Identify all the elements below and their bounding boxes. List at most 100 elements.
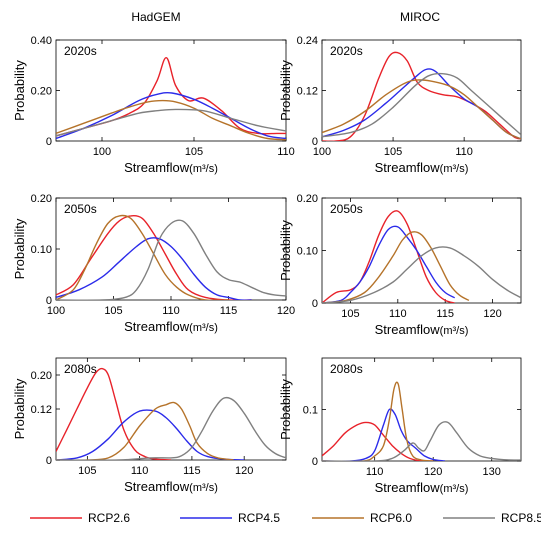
y-axis-label: Probability xyxy=(278,220,293,281)
x-axis-label: Streamflow(m³/s) xyxy=(375,480,469,495)
series-line-rcp26 xyxy=(322,210,455,303)
y-axis-label: Probability xyxy=(12,60,27,121)
x-tick-label: 105 xyxy=(384,146,402,158)
x-tick-label: 120 xyxy=(424,466,442,478)
panels: 100 105 110 0 0.20 0.40 Streamflow(m³/s) Probab… xyxy=(12,35,522,495)
x-tick-label: 130 xyxy=(483,466,501,478)
period-label: 2050s xyxy=(64,202,97,216)
period-label: 2020s xyxy=(330,44,363,58)
legend: RCP2.6 RCP4.5 RCP6.0 RCP8.5 xyxy=(30,511,541,525)
series-line-rcp85 xyxy=(56,396,286,460)
x-axis-unit: (m³/s) xyxy=(189,163,218,175)
legend-label-rcp45: RCP4.5 xyxy=(238,511,280,525)
y-tick-label: 0.20 xyxy=(31,86,52,98)
x-axis-unit: (m³/s) xyxy=(189,482,218,494)
y-tick-label: 0.20 xyxy=(31,193,52,205)
period-label: 2080s xyxy=(330,362,363,376)
legend-label-rcp60: RCP6.0 xyxy=(370,511,412,525)
y-tick-label: 0.40 xyxy=(31,35,52,47)
x-axis-label: Streamflow(m³/s) xyxy=(124,160,218,175)
legend-label-rcp85: RCP8.5 xyxy=(501,511,541,525)
series-line-rcp85 xyxy=(322,421,521,461)
y-axis-label: Probability xyxy=(278,379,293,440)
panel-hadgem-2050s: 100 105 110 115 120 0 0.10 0.20 Streamflow(m³/s)… xyxy=(12,193,295,334)
x-tick-label: 110 xyxy=(162,305,180,317)
x-tick-label: 120 xyxy=(483,308,501,320)
x-tick-label: 110 xyxy=(277,146,295,158)
y-axis-label: Probability xyxy=(12,218,27,279)
x-tick-label: 100 xyxy=(313,146,331,158)
x-tick-label: 105 xyxy=(341,308,359,320)
series-line-rcp85 xyxy=(56,108,286,137)
panel-hadgem-2020s: 100 105 110 0 0.20 0.40 Streamflow(m³/s) Probab… xyxy=(12,35,295,175)
panel-miroc-2050s: 105 110 115 120 0 0.10 0.20 Streamflow(m³/s) Pro… xyxy=(278,193,522,337)
panel-miroc-2020s: 100 105 110 0 0.12 0.24 Streamflow(m³/s) Probab… xyxy=(278,35,522,175)
x-tick-label: 115 xyxy=(183,465,201,477)
y-tick-label: 0 xyxy=(312,298,318,310)
x-tick-label: 105 xyxy=(185,146,203,158)
y-axis-label: Probability xyxy=(278,60,293,121)
x-axis-label: Streamflow(m³/s) xyxy=(375,322,469,337)
panel-miroc-2080s: 110 120 130 0 0.1 Streamflow(m³/s) Probability… xyxy=(278,357,522,495)
column-title-miroc: MIROC xyxy=(400,10,440,24)
series-line-rcp85 xyxy=(322,246,521,303)
y-tick-label: 0 xyxy=(312,136,318,148)
y-tick-label: 0.20 xyxy=(31,370,52,382)
y-axis-label: Probability xyxy=(12,378,27,439)
y-tick-label: 0 xyxy=(46,136,52,148)
y-tick-label: 0.24 xyxy=(297,35,318,47)
y-tick-label: 0.10 xyxy=(297,246,318,258)
series-line-rcp45 xyxy=(322,408,446,461)
series-line-rcp45 xyxy=(56,409,245,460)
series-line-rcp26 xyxy=(56,367,172,460)
y-tick-label: 0 xyxy=(312,456,318,468)
period-label: 2020s xyxy=(64,44,97,58)
series-line-rcp26 xyxy=(322,421,434,461)
series-line-rcp60 xyxy=(56,401,234,460)
series-line-rcp60 xyxy=(322,381,434,461)
series-line-rcp85 xyxy=(322,72,521,138)
x-tick-label: 110 xyxy=(455,146,473,158)
series-line-rcp60 xyxy=(56,99,286,141)
x-tick-label: 105 xyxy=(78,465,96,477)
legend-label-rcp26: RCP2.6 xyxy=(88,511,130,525)
x-tick-label: 105 xyxy=(104,305,122,317)
period-label: 2050s xyxy=(330,202,363,216)
x-tick-label: 100 xyxy=(93,146,111,158)
period-label: 2080s xyxy=(64,362,97,376)
series-line-rcp26 xyxy=(322,51,521,141)
series-line-rcp26 xyxy=(56,214,252,300)
series-line-rcp45 xyxy=(56,237,252,300)
y-tick-label: 0.1 xyxy=(303,405,318,417)
y-tick-label: 0 xyxy=(46,455,52,467)
x-axis-unit: (m³/s) xyxy=(440,163,469,175)
y-tick-label: 0.12 xyxy=(297,86,318,98)
y-tick-label: 0.10 xyxy=(31,244,52,256)
x-axis-label: Streamflow(m³/s) xyxy=(375,160,469,175)
x-axis-label: Streamflow(m³/s) xyxy=(124,319,218,334)
x-axis-label: Streamflow(m³/s) xyxy=(124,479,218,494)
series-line-rcp60 xyxy=(322,231,470,303)
x-tick-label: 110 xyxy=(389,308,407,320)
x-tick-label: 120 xyxy=(235,465,253,477)
column-title-hadgem: HadGEM xyxy=(131,10,180,24)
y-tick-label: 0.12 xyxy=(31,404,52,416)
x-axis-unit: (m³/s) xyxy=(440,325,469,337)
y-tick-label: 0.20 xyxy=(297,193,318,205)
x-tick-label: 110 xyxy=(366,466,384,478)
x-tick-label: 100 xyxy=(47,305,65,317)
panel-hadgem-2080s: 105 110 115 120 0 0.12 0.20 Streamflow(m³/s) Pro… xyxy=(12,357,287,494)
series-line-rcp85 xyxy=(56,219,286,300)
x-tick-label: 115 xyxy=(436,308,454,320)
x-axis-unit: (m³/s) xyxy=(440,483,469,495)
y-tick-label: 0 xyxy=(46,295,52,307)
series-line-rcp45 xyxy=(56,91,286,140)
x-tick-label: 110 xyxy=(131,465,149,477)
series-line-rcp60 xyxy=(56,214,229,300)
x-tick-label: 120 xyxy=(277,305,295,317)
x-axis-unit: (m³/s) xyxy=(189,322,218,334)
series-line-rcp45 xyxy=(322,225,456,303)
x-tick-label: 115 xyxy=(220,305,238,317)
series-line-rcp60 xyxy=(322,79,521,140)
